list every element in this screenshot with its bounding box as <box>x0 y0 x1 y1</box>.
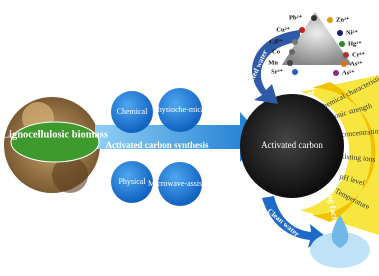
method-label: Physioche-mical <box>153 105 207 114</box>
ion-ball <box>299 27 305 33</box>
ion-label: Cd²⁺ <box>269 38 283 45</box>
carbon-label: Activated carbon <box>261 140 323 150</box>
ion-ball <box>287 60 293 66</box>
in-label: Polluted water <box>241 48 269 95</box>
ion-ball <box>333 70 339 76</box>
ion-ball <box>339 41 345 47</box>
ion-label: Pb²⁺ <box>289 14 303 21</box>
ion-ball <box>341 61 347 67</box>
ion-ball <box>337 30 343 36</box>
ion-label: Co <box>272 48 280 55</box>
ion-ball <box>292 39 298 45</box>
ion-ball <box>311 15 317 21</box>
ion-label: Zn²⁺ <box>336 16 350 23</box>
ion-ball <box>343 52 349 58</box>
ion-label: Mn <box>268 59 278 66</box>
method-label: Physical <box>118 177 146 186</box>
ion-label: Cu²⁺ <box>276 26 290 33</box>
ion-label: Hg²⁺ <box>348 40 362 47</box>
ion-label: As³⁺ <box>350 60 363 67</box>
diagram: Lignocellulosic biomass Chemical Physioc… <box>0 0 379 276</box>
synthesis-label: Activated carbon synthesis <box>106 140 209 150</box>
ion-ball <box>292 69 298 75</box>
biomass-label-bg <box>11 122 99 162</box>
ion-label: Cr⁶⁺ <box>352 51 366 58</box>
ion-label: As⁵⁺ <box>342 69 355 76</box>
method-label: Chemical <box>117 107 148 116</box>
ion-ball <box>327 17 333 23</box>
ion-label: Sr²⁺ <box>271 68 283 75</box>
method-label: Microwave-assisted <box>148 179 212 188</box>
ion-ball <box>289 49 295 55</box>
ion-label: Ni²⁺ <box>346 29 358 36</box>
biomass-label: Lignocellulosic biomass <box>2 129 108 140</box>
out-label: Clean water <box>266 206 302 238</box>
